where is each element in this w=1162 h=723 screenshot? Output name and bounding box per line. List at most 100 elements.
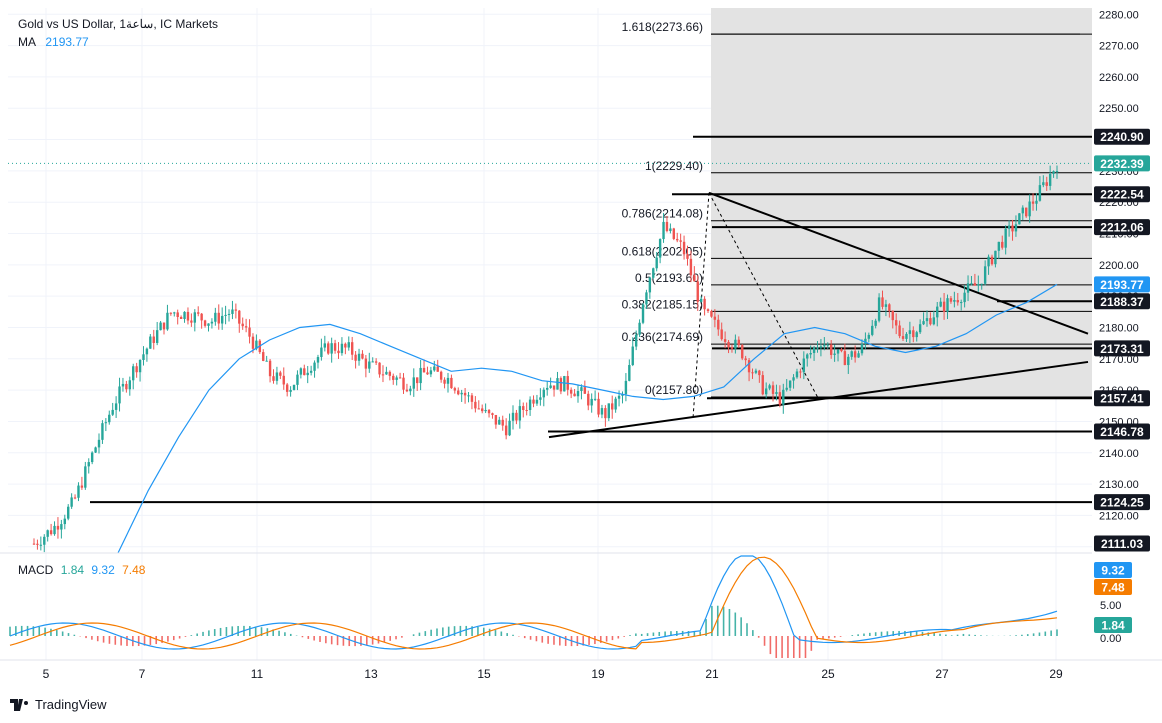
fib-level-label: 0.618(2202.05) bbox=[622, 244, 703, 258]
candle-body bbox=[395, 377, 398, 380]
candle-body bbox=[272, 376, 275, 381]
candle-body bbox=[220, 315, 224, 324]
price-badge bbox=[1094, 423, 1150, 440]
macd-legend[interactable]: MACD 1.84 9.32 7.48 bbox=[18, 563, 145, 577]
candle-body bbox=[344, 343, 347, 348]
candle-body bbox=[303, 368, 306, 376]
candle-body bbox=[754, 370, 758, 373]
candle-body bbox=[871, 325, 874, 335]
candle-body bbox=[203, 320, 207, 326]
candle-body bbox=[942, 301, 946, 312]
candle-body bbox=[494, 414, 498, 425]
candle-body bbox=[580, 387, 583, 392]
macd-signal-value: 7.48 bbox=[122, 563, 146, 577]
candle-body bbox=[327, 343, 330, 354]
fib-level-label: 0.236(2174.69) bbox=[622, 330, 703, 344]
tradingview-logo[interactable]: TradingView bbox=[10, 697, 107, 712]
candle-body bbox=[135, 366, 138, 373]
price-axis-tick: 2250.00 bbox=[1099, 103, 1139, 115]
candle-body bbox=[977, 284, 980, 286]
price-badge-label: 2173.31 bbox=[1100, 342, 1144, 356]
candle-body bbox=[357, 353, 361, 361]
candle-body bbox=[522, 406, 525, 410]
candle-body bbox=[501, 419, 504, 426]
candle-body bbox=[244, 326, 248, 328]
candle-body bbox=[1055, 171, 1059, 173]
candle-body bbox=[477, 408, 480, 410]
candle-body bbox=[350, 342, 354, 355]
candle-body bbox=[686, 254, 689, 259]
candle-body bbox=[405, 389, 409, 392]
candle-body bbox=[323, 343, 327, 348]
candle-body bbox=[385, 371, 388, 375]
candle-body bbox=[481, 408, 484, 412]
candle-body bbox=[785, 387, 788, 390]
candle-body bbox=[648, 277, 652, 293]
fib-level-label: 1.618(2273.66) bbox=[622, 20, 703, 34]
candle-body bbox=[1042, 182, 1045, 186]
candle-body bbox=[949, 298, 953, 302]
candle-body bbox=[265, 360, 268, 362]
macd-axis-tick: 5.00 bbox=[1100, 600, 1121, 612]
candle-body bbox=[132, 366, 135, 381]
candle-body bbox=[63, 518, 66, 525]
candle-body bbox=[693, 275, 696, 282]
candle-body bbox=[234, 309, 238, 311]
candle-body bbox=[918, 324, 922, 333]
fibonacci-levels: 1.618(2273.66) 1(2229.40) 0.786(2214.08) 0.… bbox=[622, 20, 1092, 398]
candle-body bbox=[812, 347, 816, 354]
macd-badge bbox=[1094, 617, 1132, 633]
candle-body bbox=[894, 320, 898, 326]
candle-body bbox=[604, 408, 607, 419]
candle-body bbox=[255, 340, 258, 349]
candle-body bbox=[535, 399, 539, 404]
candle-body bbox=[354, 354, 357, 361]
candle-body bbox=[806, 354, 809, 359]
macd-badge bbox=[1094, 579, 1132, 595]
candle-body bbox=[699, 298, 703, 302]
candle-body bbox=[474, 401, 477, 409]
candle-body bbox=[744, 358, 747, 361]
candle-body bbox=[433, 366, 436, 371]
candle-body bbox=[662, 221, 665, 240]
candle-body bbox=[997, 241, 1001, 251]
candle-body bbox=[583, 387, 587, 394]
candle-body bbox=[970, 283, 973, 285]
candle-body bbox=[186, 311, 190, 321]
fib-level-label: 0(2157.80) bbox=[645, 383, 703, 397]
symbol-title[interactable]: Gold vs US Dollar, 1ساعة, IC Markets bbox=[18, 17, 219, 31]
candle-body bbox=[111, 409, 114, 415]
candle-body bbox=[484, 409, 487, 412]
candle-body bbox=[710, 310, 713, 317]
time-axis[interactable]: 5 7 11 13 15 19 21 25 27 29 bbox=[0, 659, 1162, 681]
candle-body bbox=[915, 332, 918, 338]
price-axis[interactable]: 2280.002270.002260.002250.002240.002230.… bbox=[1092, 0, 1162, 660]
candle-body bbox=[932, 317, 936, 325]
candle-body bbox=[56, 525, 60, 530]
time-axis-tick: 27 bbox=[935, 667, 949, 681]
candle-body bbox=[826, 344, 829, 346]
ma-legend[interactable]: MA 2193.77 bbox=[18, 35, 89, 49]
candle-body bbox=[1007, 225, 1011, 229]
horizontal-lines bbox=[90, 135, 1092, 504]
candle-body bbox=[402, 377, 405, 390]
candle-body bbox=[676, 238, 679, 241]
candle-body bbox=[1025, 207, 1028, 217]
candle-body bbox=[238, 310, 241, 324]
fib-level-label: 0.382(2185.15) bbox=[622, 297, 703, 311]
candle-body bbox=[874, 320, 877, 326]
candle-body bbox=[460, 392, 463, 395]
macd-axis-tick: 0.00 bbox=[1100, 633, 1121, 645]
candle-body bbox=[436, 366, 439, 372]
candle-body bbox=[764, 388, 768, 395]
candle-body bbox=[775, 392, 778, 394]
candle-body bbox=[799, 371, 802, 373]
candle-body bbox=[559, 378, 563, 392]
candle-body bbox=[847, 356, 850, 366]
candle-body bbox=[946, 298, 949, 312]
candle-body bbox=[857, 353, 860, 358]
candle-body bbox=[248, 327, 251, 337]
candle-body bbox=[1021, 207, 1024, 214]
candle-body bbox=[525, 409, 528, 411]
